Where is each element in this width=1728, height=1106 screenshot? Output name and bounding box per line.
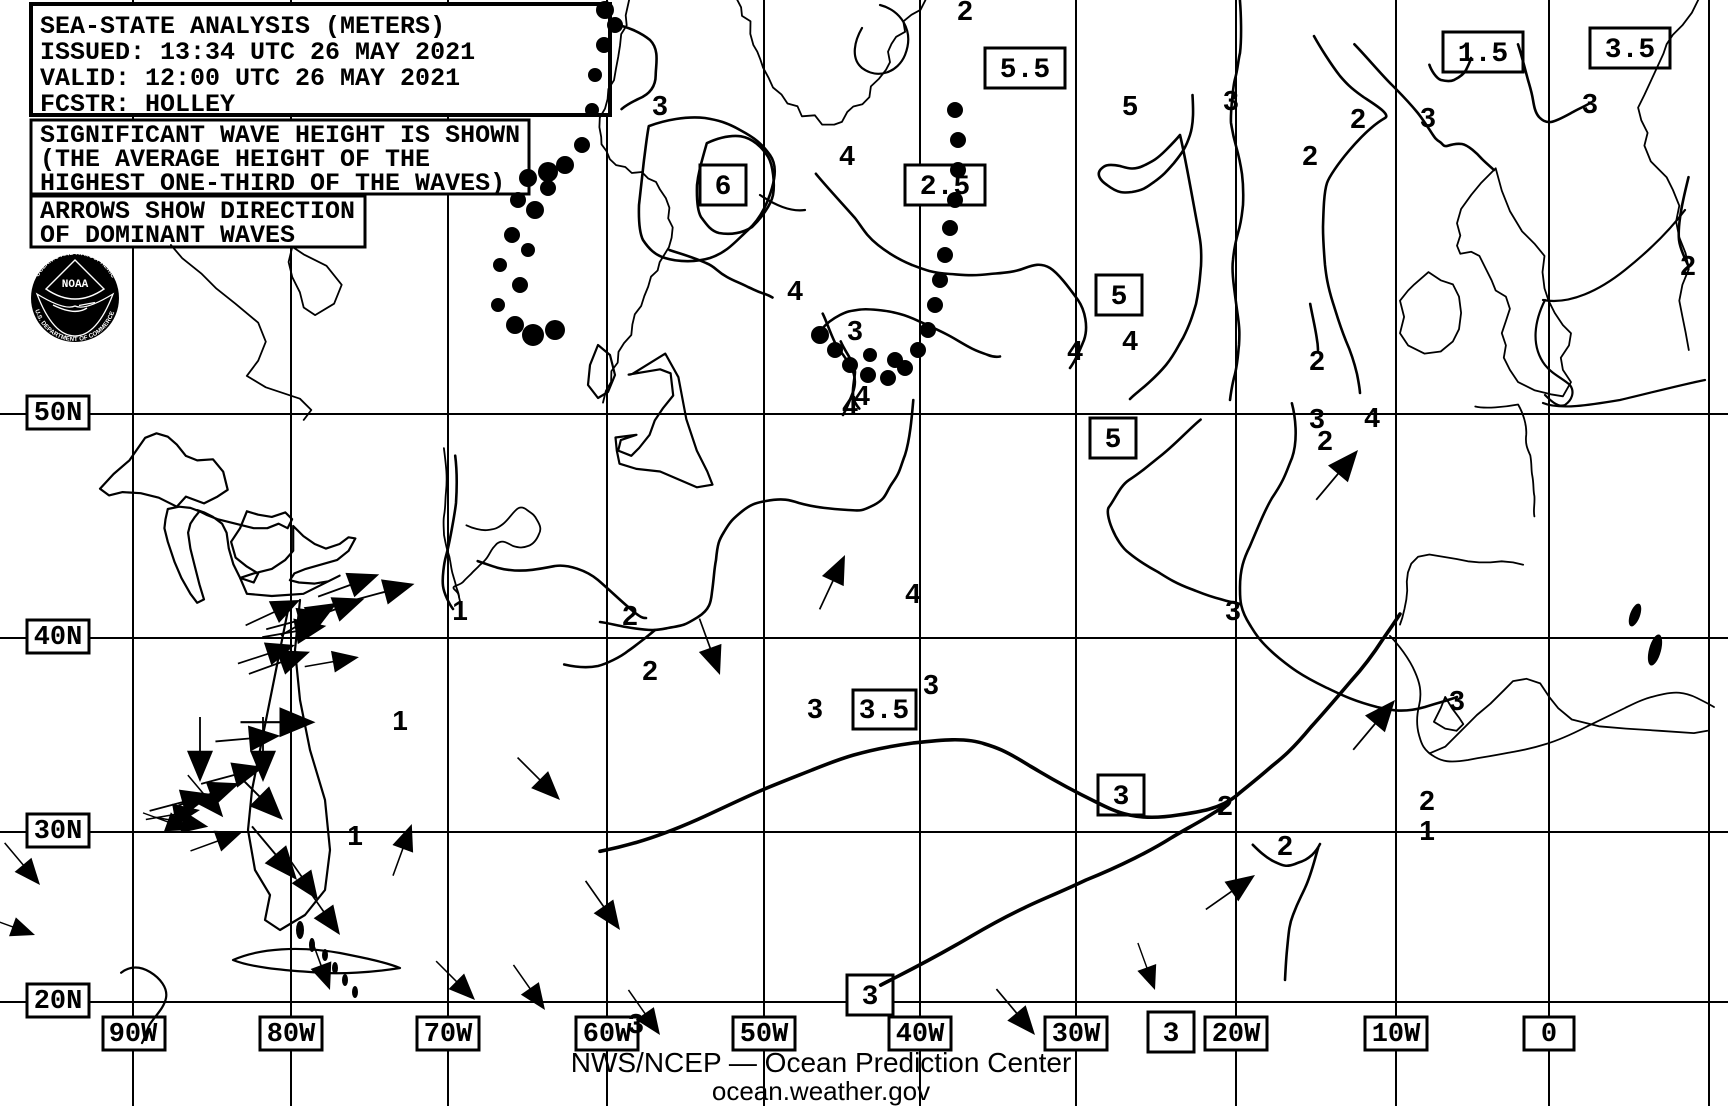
- svg-text:3: 3: [862, 982, 879, 1013]
- svg-text:4: 4: [787, 275, 803, 306]
- svg-text:2: 2: [957, 0, 973, 26]
- svg-text:2: 2: [1277, 830, 1293, 861]
- svg-text:3: 3: [1163, 1019, 1180, 1050]
- svg-text:1.5: 1.5: [1458, 39, 1508, 70]
- svg-text:2: 2: [1419, 785, 1435, 816]
- svg-text:5: 5: [1105, 425, 1122, 456]
- svg-text:50W: 50W: [740, 1020, 789, 1050]
- svg-text:20W: 20W: [1212, 1020, 1261, 1050]
- svg-text:3.5: 3.5: [859, 696, 909, 727]
- svg-text:3: 3: [807, 693, 823, 724]
- svg-text:1: 1: [347, 820, 363, 851]
- svg-text:1: 1: [1419, 815, 1435, 846]
- svg-text:FCSTR: HOLLEY: FCSTR: HOLLEY: [40, 90, 235, 119]
- svg-text:6: 6: [715, 172, 732, 203]
- svg-text:NOAA: NOAA: [62, 279, 89, 291]
- svg-text:70W: 70W: [424, 1020, 473, 1050]
- svg-text:5: 5: [1111, 282, 1128, 313]
- svg-text:2: 2: [1317, 425, 1333, 456]
- svg-text:4: 4: [839, 140, 855, 171]
- svg-text:4: 4: [1364, 402, 1380, 433]
- svg-text:2: 2: [642, 655, 658, 686]
- svg-text:VALID: 12:00 UTC 26 MAY 2021: VALID: 12:00 UTC 26 MAY 2021: [40, 64, 460, 93]
- svg-text:5: 5: [1122, 90, 1138, 121]
- svg-text:2: 2: [1350, 103, 1366, 134]
- svg-text:OF DOMINANT WAVES: OF DOMINANT WAVES: [40, 221, 295, 250]
- svg-text:HIGHEST ONE-THIRD OF THE WAVES: HIGHEST ONE-THIRD OF THE WAVES): [40, 169, 505, 198]
- svg-text:4: 4: [905, 578, 921, 609]
- svg-text:1: 1: [392, 705, 408, 736]
- svg-text:10W: 10W: [1372, 1020, 1421, 1050]
- svg-text:NWS/NCEP — Ocean Prediction Ce: NWS/NCEP — Ocean Prediction Center: [571, 1047, 1072, 1078]
- svg-text:4: 4: [1122, 325, 1138, 356]
- svg-text:40W: 40W: [896, 1020, 945, 1050]
- svg-text:3: 3: [847, 315, 863, 346]
- svg-text:3: 3: [652, 90, 668, 121]
- svg-text:ocean.weather.gov: ocean.weather.gov: [712, 1076, 930, 1106]
- svg-text:60W: 60W: [583, 1020, 632, 1050]
- svg-text:30N: 30N: [34, 817, 83, 847]
- svg-text:20N: 20N: [34, 987, 83, 1017]
- svg-text:0: 0: [1541, 1020, 1557, 1050]
- svg-text:2: 2: [1302, 140, 1318, 171]
- svg-text:3: 3: [1449, 685, 1465, 716]
- svg-text:3: 3: [628, 1008, 644, 1039]
- svg-text:3.5: 3.5: [1605, 35, 1655, 66]
- svg-text:40N: 40N: [34, 623, 83, 653]
- svg-text:3: 3: [923, 669, 939, 700]
- svg-text:ISSUED: 13:34 UTC 26 MAY 2021: ISSUED: 13:34 UTC 26 MAY 2021: [40, 38, 475, 67]
- svg-text:5.5: 5.5: [1000, 55, 1050, 86]
- svg-text:80W: 80W: [267, 1020, 316, 1050]
- svg-text:30W: 30W: [1052, 1020, 1101, 1050]
- svg-text:3: 3: [1225, 595, 1241, 626]
- svg-text:50N: 50N: [34, 399, 83, 429]
- svg-text:3: 3: [1113, 782, 1130, 813]
- svg-text:SEA-STATE ANALYSIS (METERS): SEA-STATE ANALYSIS (METERS): [40, 12, 445, 41]
